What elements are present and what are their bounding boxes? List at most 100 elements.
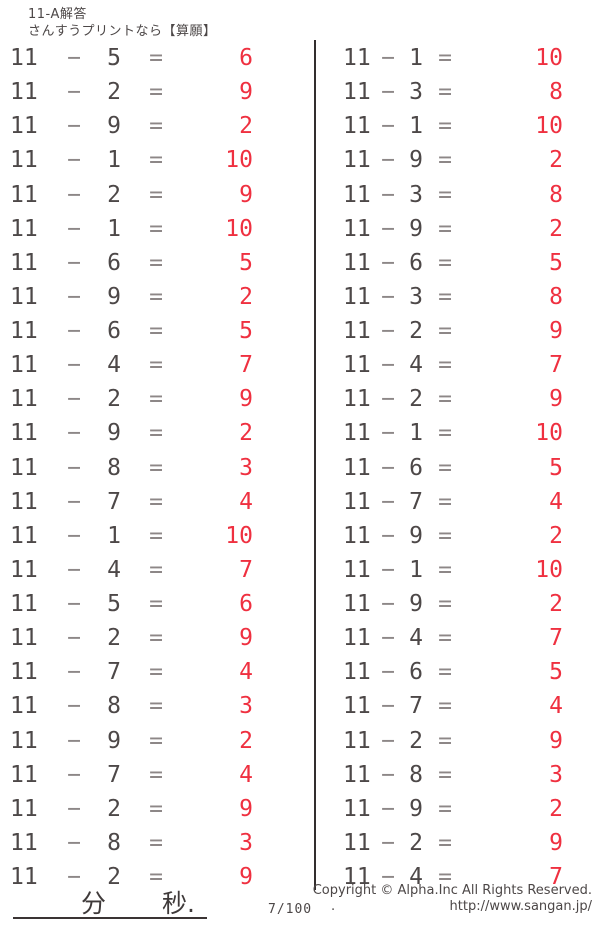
subtrahend: 6 <box>107 318 121 345</box>
minuend: 11 <box>10 283 38 310</box>
subtrahend: 1 <box>107 147 121 174</box>
equals-sign: = <box>438 113 452 140</box>
minus-sign: − <box>67 215 81 242</box>
answer: 2 <box>239 113 253 140</box>
subtrahend: 4 <box>409 864 423 891</box>
answer: 9 <box>239 386 253 413</box>
subtrahend: 9 <box>107 283 121 310</box>
minuend: 11 <box>10 488 38 515</box>
problem-row: 11 − 1 = 10 <box>10 519 255 553</box>
equals-sign: = <box>149 283 163 310</box>
equals-sign: = <box>438 556 452 583</box>
answer: 3 <box>239 454 253 481</box>
problem-row: 11 − 6 = 5 <box>343 246 573 280</box>
subtrahend: 6 <box>409 454 423 481</box>
problem-row: 11 − 2 = 9 <box>10 860 255 894</box>
answer: 6 <box>239 45 253 72</box>
equals-sign: = <box>149 113 163 140</box>
minuend: 11 <box>10 625 38 652</box>
equals-sign: = <box>438 829 452 856</box>
problem-row: 11 − 7 = 4 <box>343 485 573 519</box>
minus-sign: − <box>67 79 81 106</box>
minuend: 11 <box>343 352 371 379</box>
equals-sign: = <box>149 352 163 379</box>
equals-sign: = <box>149 45 163 72</box>
equals-sign: = <box>149 727 163 754</box>
problem-row: 11 − 3 = 8 <box>343 178 573 212</box>
equals-sign: = <box>438 659 452 686</box>
equals-sign: = <box>149 556 163 583</box>
minus-sign: − <box>381 386 395 413</box>
minuend: 11 <box>10 864 38 891</box>
subtrahend: 2 <box>409 386 423 413</box>
minuend: 11 <box>10 591 38 618</box>
equals-sign: = <box>438 352 452 379</box>
minuend: 11 <box>343 181 371 208</box>
subtrahend: 2 <box>409 829 423 856</box>
equals-sign: = <box>438 318 452 345</box>
column-divider <box>314 40 316 890</box>
problems-column-right: 11 − 1 = 10 11 − 3 = 8 11 − 1 = 10 11 − … <box>343 41 573 894</box>
minuend: 11 <box>343 829 371 856</box>
minus-sign: − <box>67 625 81 652</box>
equals-sign: = <box>438 454 452 481</box>
problem-row: 11 − 5 = 6 <box>10 41 255 75</box>
subtrahend: 2 <box>107 795 121 822</box>
problem-row: 11 − 7 = 4 <box>343 689 573 723</box>
subtrahend: 8 <box>107 693 121 720</box>
answer: 10 <box>225 522 253 549</box>
footer-dot: . <box>331 899 336 914</box>
minuend: 11 <box>343 761 371 788</box>
problem-row: 11 − 2 = 9 <box>10 75 255 109</box>
answer: 10 <box>535 420 563 447</box>
minus-sign: − <box>381 556 395 583</box>
minus-sign: − <box>67 829 81 856</box>
minus-sign: − <box>381 45 395 72</box>
problem-row: 11 − 2 = 9 <box>343 826 573 860</box>
copyright-text: Copyright © Alpha.Inc All Rights Reserve… <box>312 883 592 898</box>
minus-sign: − <box>381 591 395 618</box>
answer: 2 <box>239 283 253 310</box>
equals-sign: = <box>149 522 163 549</box>
minus-sign: − <box>381 318 395 345</box>
problem-row: 11 − 4 = 7 <box>343 860 573 894</box>
time-entry-line: 分 秒. <box>13 888 207 919</box>
minus-sign: − <box>67 488 81 515</box>
problem-row: 11 − 9 = 2 <box>343 143 573 177</box>
problem-row: 11 − 4 = 7 <box>343 621 573 655</box>
minuend: 11 <box>10 693 38 720</box>
answer: 3 <box>239 829 253 856</box>
worksheet-subtitle: さんすうプリントなら【算願】 <box>28 24 217 39</box>
answer: 4 <box>239 761 253 788</box>
subtrahend: 4 <box>107 556 121 583</box>
equals-sign: = <box>438 761 452 788</box>
minus-sign: − <box>67 454 81 481</box>
minus-sign: − <box>381 488 395 515</box>
subtrahend: 3 <box>409 283 423 310</box>
minus-sign: − <box>67 693 81 720</box>
answer: 3 <box>549 761 563 788</box>
problem-row: 11 − 6 = 5 <box>343 451 573 485</box>
problem-row: 11 − 1 = 10 <box>343 553 573 587</box>
minuend: 11 <box>343 318 371 345</box>
minus-sign: − <box>67 727 81 754</box>
equals-sign: = <box>149 625 163 652</box>
problem-row: 11 − 9 = 2 <box>343 587 573 621</box>
minus-sign: − <box>381 795 395 822</box>
problem-row: 11 − 1 = 10 <box>343 41 573 75</box>
problem-row: 11 − 6 = 5 <box>343 655 573 689</box>
subtrahend: 9 <box>409 591 423 618</box>
subtrahend: 9 <box>107 113 121 140</box>
minus-sign: − <box>67 659 81 686</box>
minuend: 11 <box>10 318 38 345</box>
equals-sign: = <box>438 591 452 618</box>
equals-sign: = <box>438 488 452 515</box>
answer: 8 <box>549 283 563 310</box>
minus-sign: − <box>381 181 395 208</box>
problem-row: 11 − 8 = 3 <box>10 826 255 860</box>
answer: 7 <box>549 864 563 891</box>
answer: 2 <box>549 147 563 174</box>
equals-sign: = <box>149 659 163 686</box>
problem-row: 11 − 2 = 9 <box>10 382 255 416</box>
minuend: 11 <box>10 556 38 583</box>
